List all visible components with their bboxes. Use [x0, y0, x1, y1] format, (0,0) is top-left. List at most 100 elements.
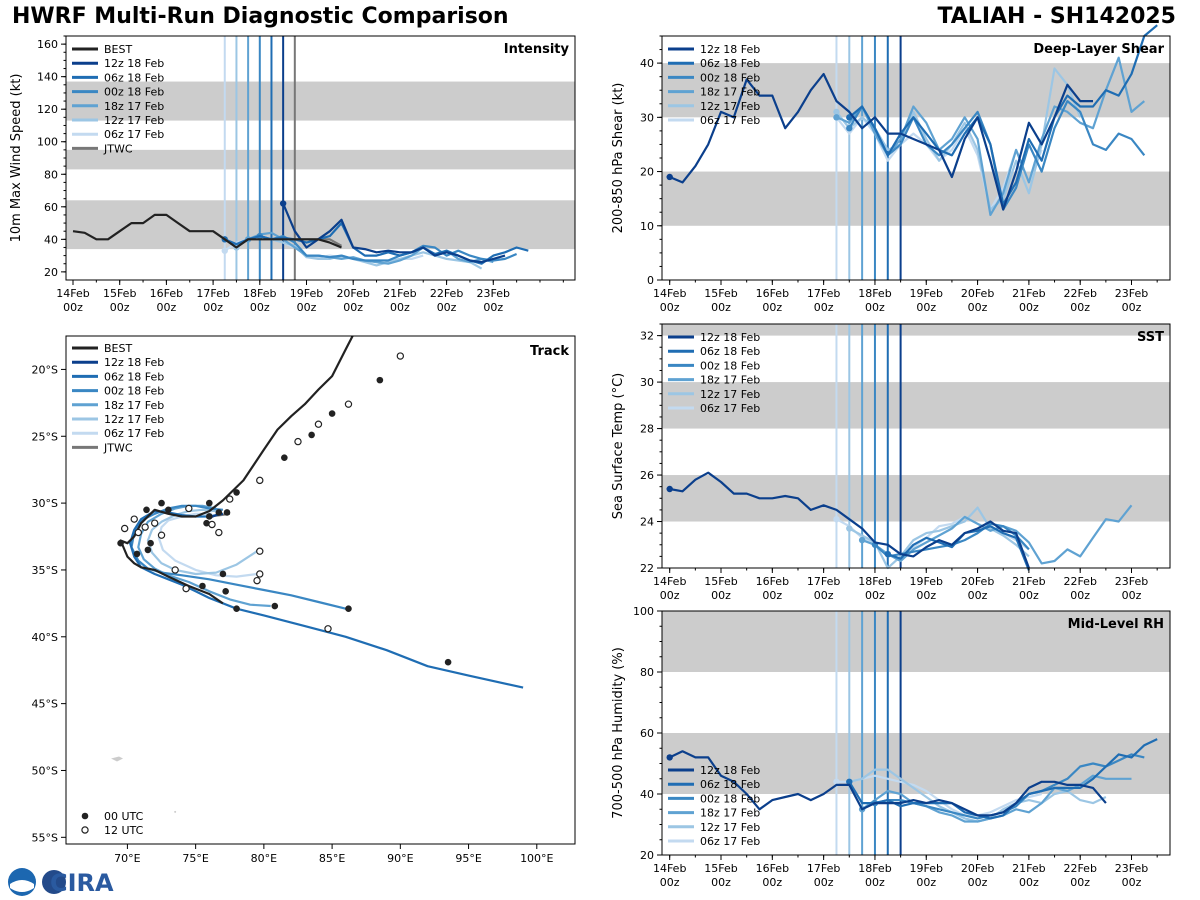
legend-entry: 12z 17 Feb [668, 100, 760, 113]
track-line-06z-18-feb [129, 510, 524, 689]
legend-entry: 00z 18 Feb [72, 385, 164, 398]
series-start-marker [858, 536, 866, 544]
legend-entry: 06z 18 Feb [668, 345, 760, 358]
x-tick-label: 19Feb [910, 862, 943, 875]
series-line-06z-18-feb [887, 525, 1030, 571]
marker-00utc [308, 431, 315, 439]
panel-title: Intensity [504, 42, 570, 57]
series-line-12z-18-feb [669, 72, 1093, 211]
y-tick-label: 20 [44, 266, 58, 279]
marker-12utc [324, 625, 332, 633]
legend-entry: JTWC [72, 142, 133, 155]
series-start-marker [666, 485, 673, 493]
y-tick-label: 30 [640, 376, 654, 389]
x-tick-label: 18Feb [858, 862, 891, 875]
legend-label: BEST [104, 342, 132, 355]
legend-label: 06z 18 Feb [700, 778, 760, 791]
lon-tick-label: 95°E [455, 852, 481, 865]
panel-title: SST [1137, 330, 1164, 345]
x-tick-sublabel: 00z [1019, 876, 1039, 889]
legend-label: 06z 17 Feb [700, 114, 760, 127]
x-tick-sublabel: 00z [110, 301, 130, 314]
x-tick-sublabel: 00z [814, 876, 834, 889]
x-tick-sublabel: 00z [157, 301, 177, 314]
legend-label: 06z 18 Feb [104, 370, 164, 383]
y-tick-label: 80 [640, 666, 654, 679]
x-tick-label: 23Feb [1115, 575, 1148, 588]
y-tick-label: 100 [37, 136, 58, 149]
x-tick-sublabel: 00z [968, 301, 988, 314]
x-tick-sublabel: 00z [711, 589, 731, 602]
series-start-marker [279, 200, 287, 207]
legend-label: 00z 18 Feb [700, 359, 760, 372]
marker-00utc [219, 570, 227, 578]
legend-marker-00utc [81, 812, 89, 820]
legend-entry: 06z 17 Feb [72, 427, 164, 440]
x-tick-sublabel: 00z [660, 589, 680, 602]
x-tick-sublabel: 00z [865, 589, 885, 602]
lon-tick-label: 70°E [114, 852, 140, 865]
track-line-00z-18-feb [130, 504, 346, 610]
legend-entry: BEST [72, 342, 132, 355]
x-tick-label: 20Feb [961, 575, 994, 588]
legend-label: BEST [104, 43, 132, 56]
y-tick-label: 22 [640, 562, 654, 575]
series-start-marker [884, 550, 891, 558]
series-start-marker [666, 754, 673, 761]
lat-tick-label: 30°S [32, 497, 58, 510]
lat-tick-label: 55°S [32, 831, 58, 844]
y-tick-label: 0 [647, 274, 654, 287]
legend-entry: 06z 18 Feb [668, 57, 760, 70]
y-tick-label: 60 [44, 201, 58, 214]
y-axis-label: Sea Surface Temp (°C) [611, 373, 626, 520]
x-tick-sublabel: 00z [968, 876, 988, 889]
x-tick-label: 15Feb [704, 575, 737, 588]
y-tick-label: 10 [640, 220, 654, 233]
legend-label: 06z 18 Feb [104, 71, 164, 84]
marker-12utc [120, 524, 129, 533]
legend-label: 00z 18 Feb [700, 792, 760, 805]
legend-entry: 12z 18 Feb [72, 356, 164, 369]
lon-tick-label: 90°E [387, 852, 413, 865]
marker-00utc [281, 454, 288, 461]
legend-label: 18z 17 Feb [700, 807, 760, 820]
legend-label: 12z 17 Feb [104, 114, 164, 127]
heard-island [174, 810, 177, 813]
y-tick-label: 40 [640, 57, 654, 70]
series-line-00z-18-feb [259, 235, 518, 262]
marker-00utc [165, 506, 172, 514]
legend-entry: 12z 17 Feb [72, 114, 164, 127]
marker-12utc [182, 584, 190, 593]
y-tick-label: 40 [44, 233, 58, 246]
marker-12utc [185, 504, 193, 513]
plot-frame [661, 323, 1171, 569]
legend-label: 18z 17 Feb [700, 86, 760, 99]
legend-label: 18z 17 Feb [104, 399, 164, 412]
y-tick-label: 120 [37, 103, 58, 116]
x-tick-sublabel: 00z [343, 301, 363, 314]
x-tick-sublabel: 00z [1070, 301, 1090, 314]
x-tick-sublabel: 00z [814, 301, 834, 314]
lon-tick-label: 80°E [251, 852, 277, 865]
marker-12utc [215, 528, 223, 537]
series-start-marker [833, 516, 840, 523]
legend-entry: 12z 18 Feb [72, 57, 164, 70]
lon-tick-label: 85°E [319, 852, 345, 865]
legend-entry: 06z 18 Feb [72, 370, 164, 383]
marker-00utc [199, 582, 206, 590]
legend-entry: 18z 17 Feb [668, 374, 760, 387]
lat-tick-label: 50°S [32, 764, 58, 777]
legend-label: 00z 18 Feb [104, 86, 164, 99]
marker-00utc [376, 376, 384, 384]
series-start-marker [221, 247, 228, 254]
x-tick-sublabel: 00z [203, 301, 223, 314]
marker-00utc [133, 550, 141, 558]
lat-tick-label: 25°S [32, 430, 58, 443]
series-start-marker [846, 114, 853, 121]
legend-label: 12z 18 Feb [700, 43, 760, 56]
legend-label: 06z 18 Feb [700, 57, 760, 70]
x-tick-sublabel: 00z [1122, 589, 1142, 602]
lat-tick-label: 40°S [32, 631, 58, 644]
